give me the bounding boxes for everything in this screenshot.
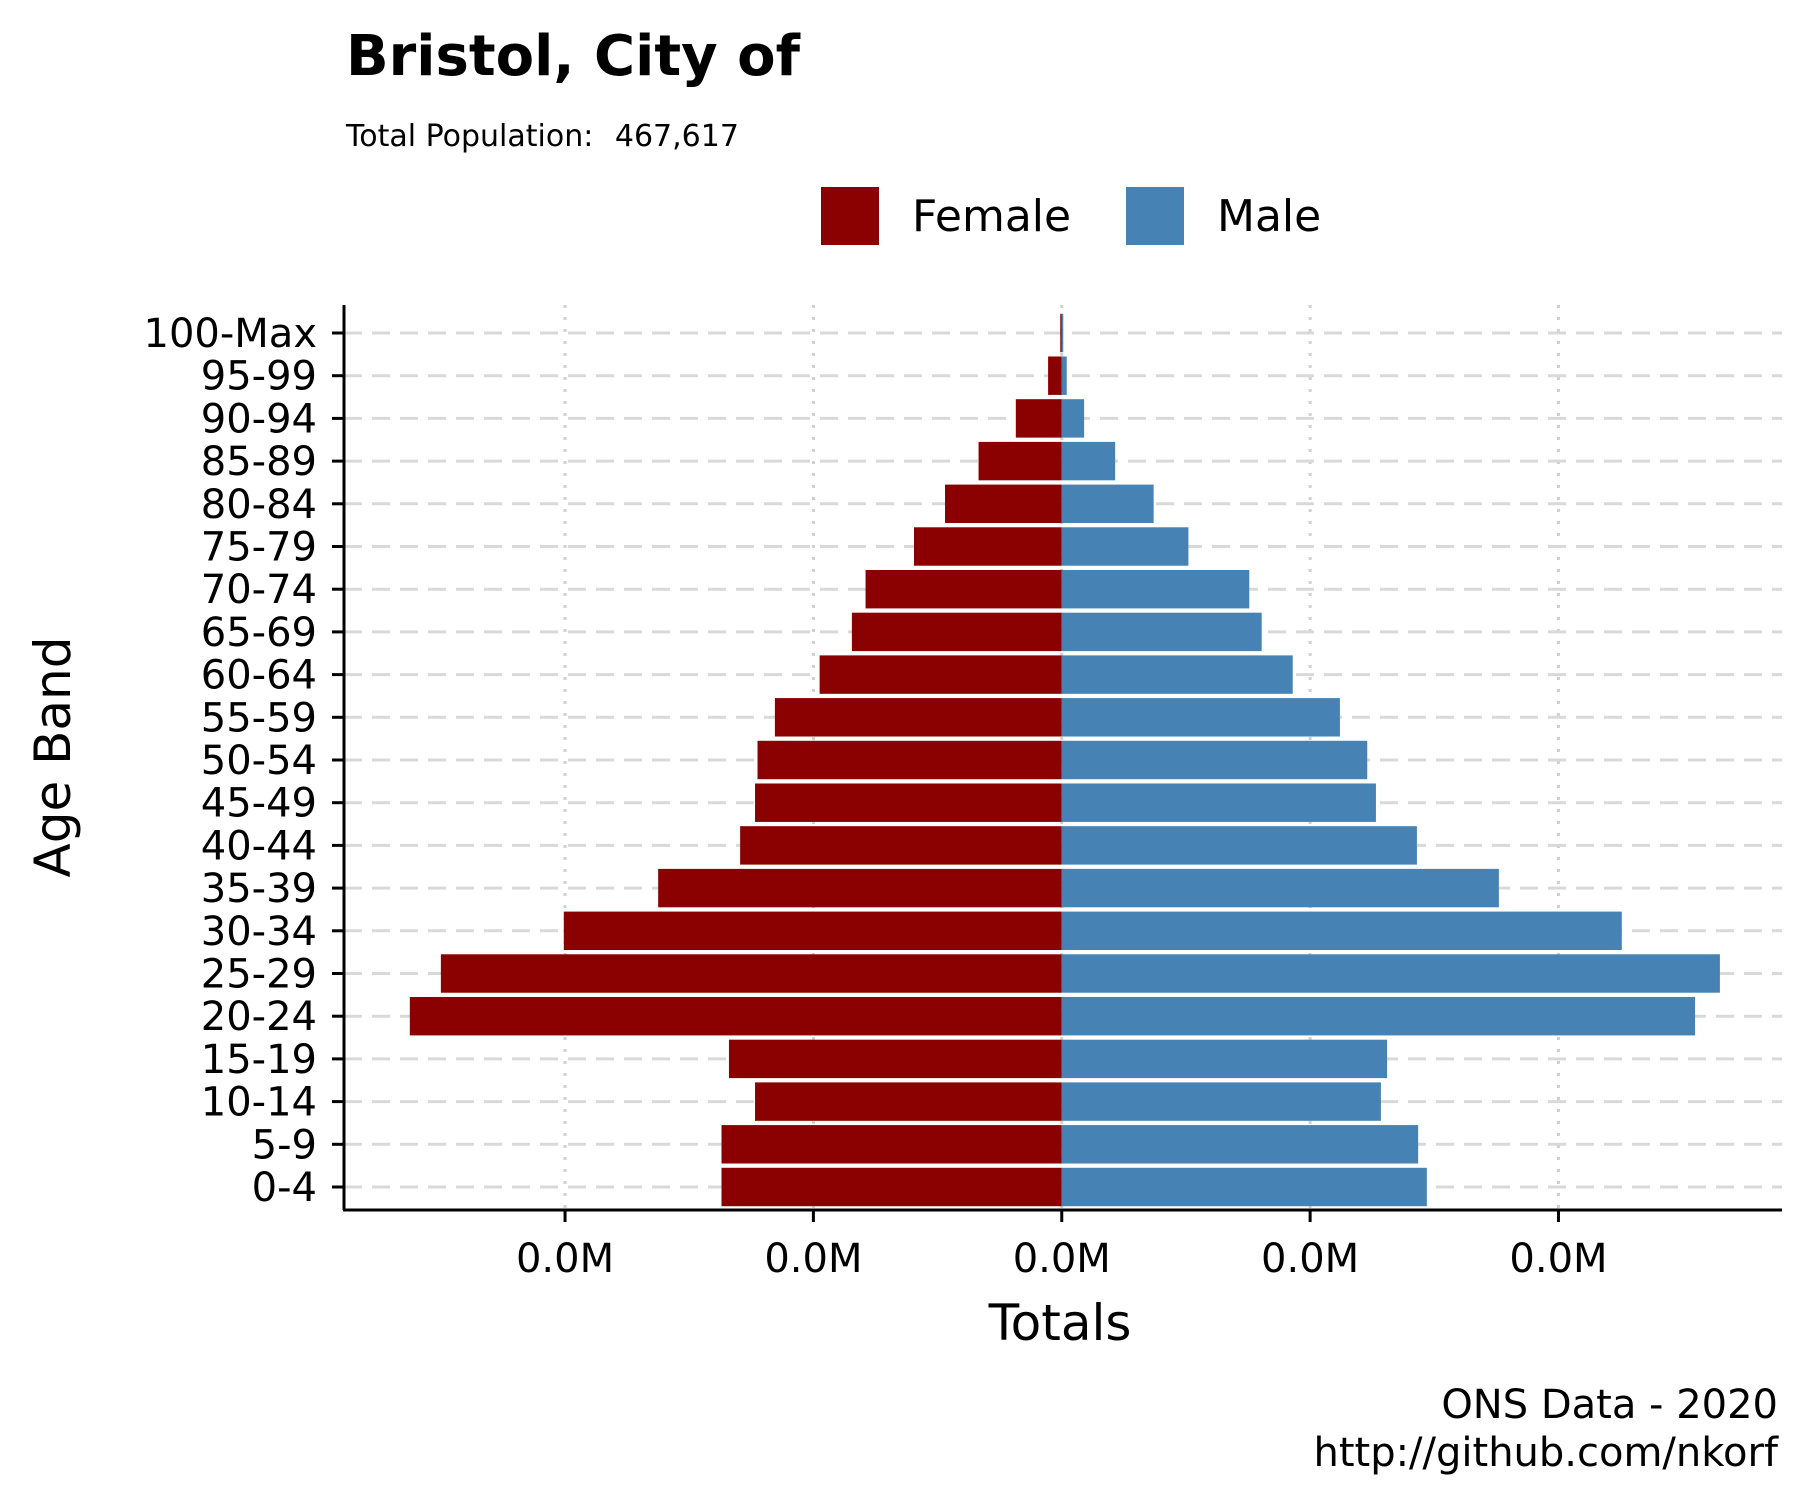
bar-female-25-29 bbox=[440, 954, 1062, 993]
x-tick-label: 0.0M bbox=[1261, 1236, 1359, 1282]
y-tick-label: 75-79 bbox=[201, 525, 317, 571]
bar-female-65-69 bbox=[851, 612, 1062, 652]
y-tick-label: 65-69 bbox=[201, 610, 317, 656]
legend-label-female: Female bbox=[912, 191, 1071, 242]
legend-swatch-male bbox=[1126, 187, 1184, 245]
legend-label-male: Male bbox=[1217, 191, 1321, 242]
x-tick-label: 0.0M bbox=[1013, 1236, 1111, 1282]
y-tick-label: 30-34 bbox=[201, 909, 317, 955]
y-tick-label: 15-19 bbox=[201, 1037, 317, 1083]
bar-female-90-94 bbox=[1015, 399, 1062, 438]
y-tick-label: 80-84 bbox=[201, 482, 317, 528]
bar-male-65-69 bbox=[1061, 612, 1262, 652]
y-tick-label: 35-39 bbox=[201, 866, 317, 912]
legend: Female Male bbox=[821, 187, 1321, 245]
bar-male-100-max bbox=[1061, 313, 1064, 353]
bar-male-5-9 bbox=[1061, 1125, 1419, 1164]
bar-female-100-max bbox=[1060, 313, 1062, 353]
bar-female-45-49 bbox=[755, 783, 1062, 822]
bar-male-45-49 bbox=[1061, 783, 1376, 822]
bar-male-70-74 bbox=[1061, 569, 1250, 609]
bar-male-85-89 bbox=[1061, 441, 1116, 481]
x-tick-label: 0.0M bbox=[764, 1236, 862, 1282]
bar-female-35-39 bbox=[658, 868, 1062, 908]
chart-subtitle: Total Population: 467,617 bbox=[345, 119, 739, 154]
bar-male-30-34 bbox=[1061, 911, 1622, 951]
bar-female-20-24 bbox=[409, 996, 1062, 1036]
bar-male-20-24 bbox=[1061, 996, 1696, 1036]
bar-male-40-44 bbox=[1061, 826, 1417, 865]
bar-male-50-54 bbox=[1061, 740, 1368, 780]
y-tick-label: 0-4 bbox=[252, 1165, 317, 1211]
x-axis-title: Totals bbox=[988, 1294, 1132, 1352]
x-tick-label: 0.0M bbox=[516, 1236, 614, 1282]
y-axis-title: Age Band bbox=[24, 637, 82, 878]
y-tick-label: 100-Max bbox=[144, 311, 317, 357]
bar-male-25-29 bbox=[1061, 954, 1720, 993]
bar-female-15-19 bbox=[728, 1039, 1062, 1079]
bar-female-5-9 bbox=[721, 1125, 1062, 1164]
y-tick-label: 25-29 bbox=[201, 952, 317, 998]
bar-male-55-59 bbox=[1061, 698, 1340, 737]
bar-male-60-64 bbox=[1061, 655, 1293, 694]
caption-source: ONS Data - 2020 bbox=[1441, 1382, 1778, 1428]
y-tick-label: 95-99 bbox=[201, 354, 317, 400]
y-tick-label: 45-49 bbox=[201, 781, 317, 827]
chart-header: Bristol, City of Total Population: 467,6… bbox=[345, 24, 801, 154]
bar-female-50-54 bbox=[757, 740, 1062, 780]
y-tick-label: 10-14 bbox=[201, 1080, 317, 1126]
y-tick-label: 5-9 bbox=[252, 1122, 317, 1168]
y-tick-label: 85-89 bbox=[201, 439, 317, 485]
y-tick-label: 70-74 bbox=[201, 567, 317, 613]
bar-female-60-64 bbox=[819, 655, 1062, 694]
subtitle-label: Total Population: bbox=[345, 119, 593, 154]
y-tick-label: 60-64 bbox=[201, 653, 317, 699]
y-tick-label: 20-24 bbox=[201, 994, 317, 1040]
caption-url: http://github.com/nkorf bbox=[1313, 1430, 1778, 1476]
bar-female-55-59 bbox=[774, 698, 1062, 737]
y-tick-label: 50-54 bbox=[201, 738, 317, 784]
subtitle-value: 467,617 bbox=[615, 119, 739, 154]
bars bbox=[409, 313, 1720, 1207]
bar-female-85-89 bbox=[978, 441, 1062, 481]
bar-male-90-94 bbox=[1061, 399, 1085, 438]
bar-male-35-39 bbox=[1061, 868, 1499, 908]
y-tick-label: 90-94 bbox=[201, 396, 317, 442]
bar-female-30-34 bbox=[563, 911, 1062, 951]
bar-male-75-79 bbox=[1061, 527, 1189, 566]
bar-male-80-84 bbox=[1061, 484, 1154, 524]
x-axis-ticks: 0.0M 0.0M 0.0M 0.0M 0.0M bbox=[516, 1210, 1608, 1282]
bar-female-40-44 bbox=[740, 826, 1062, 865]
bar-male-95-99 bbox=[1061, 356, 1067, 395]
bar-female-10-14 bbox=[755, 1082, 1062, 1121]
bar-female-95-99 bbox=[1048, 356, 1062, 395]
caption: ONS Data - 2020 http://github.com/nkorf bbox=[1313, 1382, 1778, 1476]
bar-male-10-14 bbox=[1061, 1082, 1381, 1121]
chart-title: Bristol, City of bbox=[346, 24, 801, 89]
bar-male-0-4 bbox=[1061, 1167, 1427, 1207]
legend-swatch-female bbox=[821, 187, 879, 245]
y-axis-ticks: 0-45-910-1415-1920-2425-2930-3435-3940-4… bbox=[144, 311, 344, 1211]
bar-female-80-84 bbox=[945, 484, 1062, 524]
bar-female-70-74 bbox=[865, 569, 1062, 609]
bar-female-0-4 bbox=[721, 1167, 1062, 1207]
x-tick-label: 0.0M bbox=[1509, 1236, 1607, 1282]
y-tick-label: 40-44 bbox=[201, 823, 317, 869]
bar-female-75-79 bbox=[913, 527, 1062, 566]
bar-male-15-19 bbox=[1061, 1039, 1388, 1079]
y-tick-label: 55-59 bbox=[201, 695, 317, 741]
